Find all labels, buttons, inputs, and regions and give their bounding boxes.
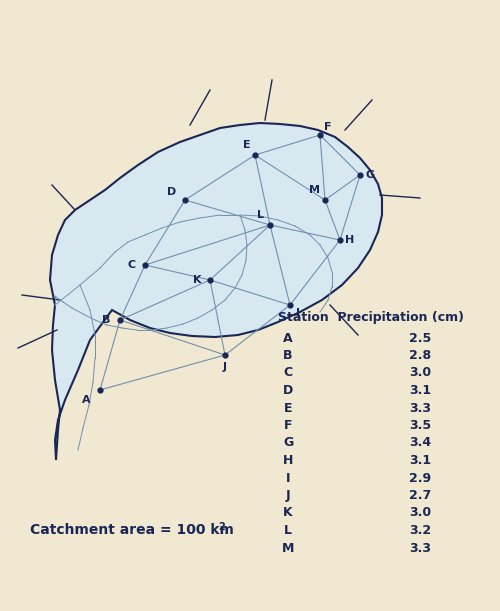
Text: H: H: [346, 235, 354, 245]
Text: 2.7: 2.7: [409, 489, 431, 502]
Polygon shape: [50, 123, 382, 460]
Text: L: L: [256, 210, 264, 220]
Text: J: J: [223, 362, 227, 372]
Text: I: I: [296, 308, 300, 318]
Text: L: L: [284, 524, 292, 537]
Text: F: F: [324, 122, 332, 132]
Text: D: D: [283, 384, 293, 397]
Text: B: B: [283, 349, 293, 362]
Text: K: K: [193, 275, 201, 285]
Text: 3.5: 3.5: [409, 419, 431, 432]
Text: B: B: [102, 315, 110, 325]
Text: 2.5: 2.5: [409, 332, 431, 345]
Text: Catchment area = 100 km: Catchment area = 100 km: [30, 523, 234, 537]
Text: C: C: [128, 260, 136, 270]
Text: G: G: [283, 436, 293, 450]
Text: 2: 2: [218, 522, 225, 532]
Text: D: D: [168, 187, 176, 197]
Text: H: H: [283, 454, 293, 467]
Text: 2.9: 2.9: [409, 472, 431, 485]
Text: M: M: [310, 185, 320, 195]
Text: 3.2: 3.2: [409, 524, 431, 537]
Text: E: E: [243, 140, 251, 150]
Text: Station  Precipitation (cm): Station Precipitation (cm): [278, 312, 464, 324]
Text: 2.8: 2.8: [409, 349, 431, 362]
Text: I: I: [286, 472, 290, 485]
Text: 3.0: 3.0: [409, 367, 431, 379]
Text: M: M: [282, 541, 294, 555]
Text: 3.4: 3.4: [409, 436, 431, 450]
Text: 3.1: 3.1: [409, 384, 431, 397]
Text: A: A: [283, 332, 293, 345]
Text: G: G: [366, 170, 374, 180]
Text: J: J: [286, 489, 290, 502]
Text: E: E: [284, 401, 292, 414]
Text: F: F: [284, 419, 292, 432]
Text: 3.3: 3.3: [409, 541, 431, 555]
Text: 3.1: 3.1: [409, 454, 431, 467]
Text: A: A: [82, 395, 90, 405]
Text: C: C: [284, 367, 292, 379]
Text: K: K: [283, 507, 293, 519]
Text: 3.0: 3.0: [409, 507, 431, 519]
Text: 3.3: 3.3: [409, 401, 431, 414]
